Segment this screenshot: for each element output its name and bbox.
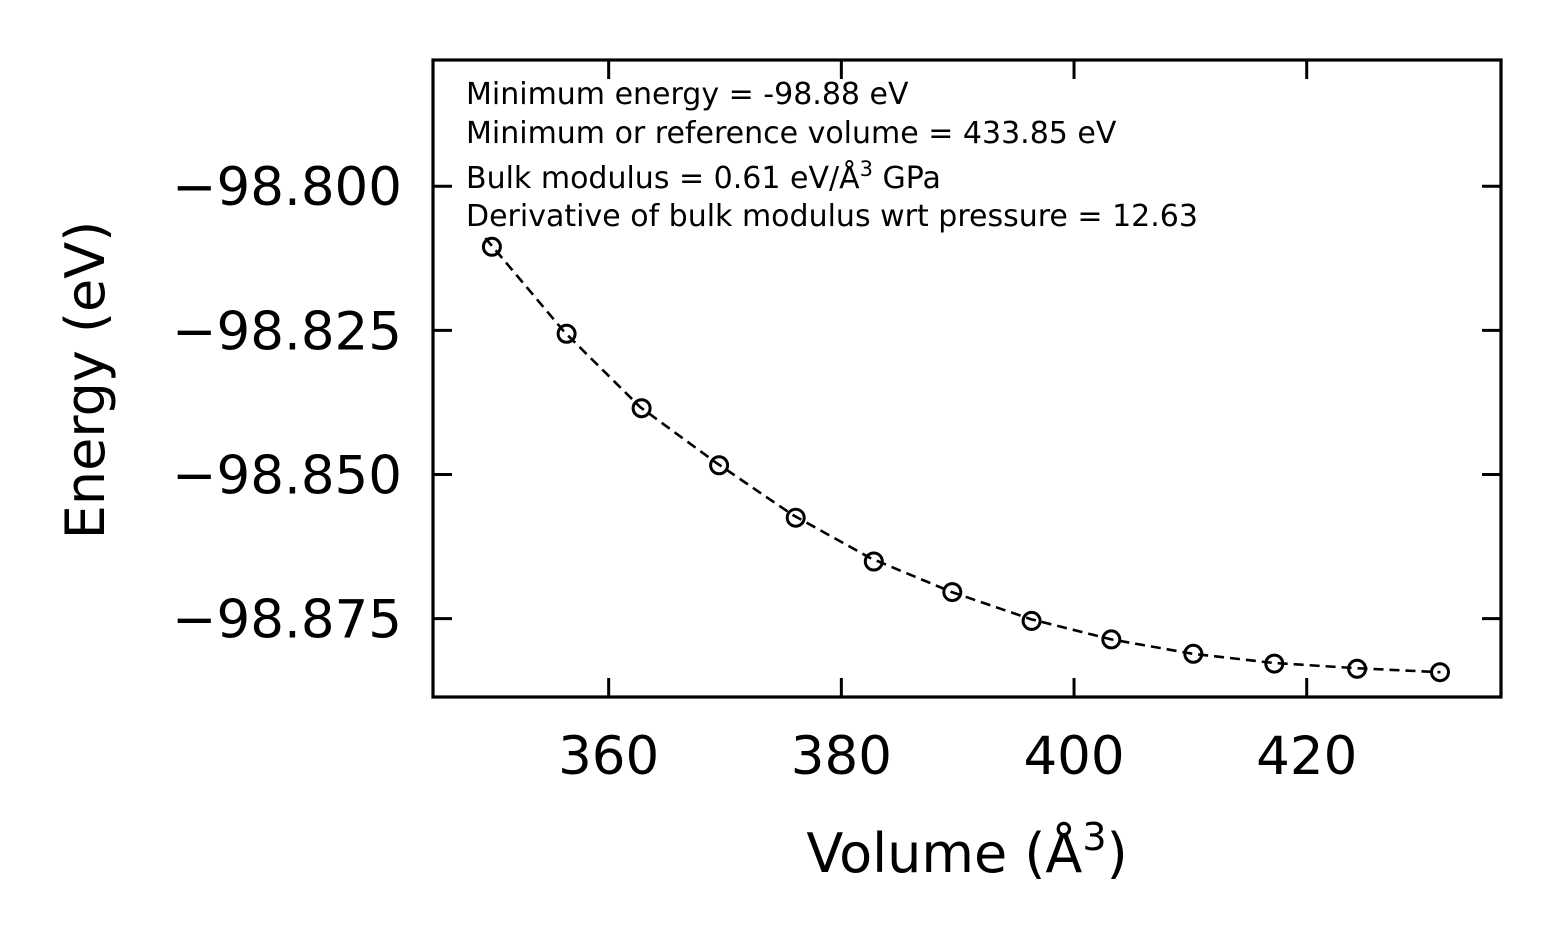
x-tick-label: 400 — [1023, 726, 1124, 787]
y-tick-label: −98.850 — [172, 445, 402, 506]
data-point — [1021, 610, 1042, 631]
annotation-minimum-energy: Minimum energy = -98.88 eV — [466, 77, 909, 112]
x-tick-label: 380 — [791, 726, 892, 787]
y-tick-label: −98.800 — [172, 157, 402, 218]
annotation-bulk-modulus-tail: GPa — [873, 161, 941, 196]
data-point — [1430, 662, 1450, 683]
data-point — [1347, 658, 1368, 679]
fit-curve-line — [484, 237, 1441, 674]
data-point — [481, 236, 502, 257]
x-axis-label: Volume (Å3) — [806, 815, 1127, 885]
data-points-layer — [481, 236, 1450, 683]
annotation-bulk-modulus: Bulk modulus = 0.61 eV/Å3 GPa — [466, 157, 941, 196]
annotation-bulk-modulus-main: Bulk modulus = 0.61 eV/Å — [466, 160, 860, 196]
data-point — [1264, 653, 1285, 674]
data-point — [1183, 643, 1204, 664]
data-point — [785, 507, 806, 528]
axis-ticks: 360 380 400 420 −98.800 −98.825 −98.850 −98.875 — [172, 60, 1501, 787]
y-tick-label: −98.875 — [172, 590, 402, 651]
data-point — [1101, 629, 1122, 650]
x-tick-label: 420 — [1256, 726, 1357, 787]
plot-frame — [431, 58, 1503, 699]
x-tick-label: 360 — [558, 726, 659, 787]
data-point — [709, 455, 730, 476]
data-point — [556, 323, 577, 344]
data-point — [863, 551, 884, 572]
data-point — [942, 582, 963, 603]
y-axis-label: Energy (eV) — [54, 221, 117, 540]
y-tick-label: −98.825 — [172, 301, 402, 362]
annotation-bulk-modulus-sup: 3 — [860, 157, 873, 181]
x-axis-label-main: Volume (Å — [806, 821, 1082, 885]
x-axis-label-sup: 3 — [1082, 815, 1106, 859]
fit-annotations: Minimum energy = -98.88 eV Minimum or re… — [466, 77, 1198, 234]
annotation-bulk-modulus-derivative: Derivative of bulk modulus wrt pressure … — [466, 199, 1198, 234]
annotation-reference-volume: Minimum or reference volume = 433.85 eV — [466, 116, 1117, 151]
data-point — [631, 398, 652, 419]
fit-curve-layer — [484, 237, 1441, 674]
x-axis-label-close: ) — [1107, 822, 1128, 885]
